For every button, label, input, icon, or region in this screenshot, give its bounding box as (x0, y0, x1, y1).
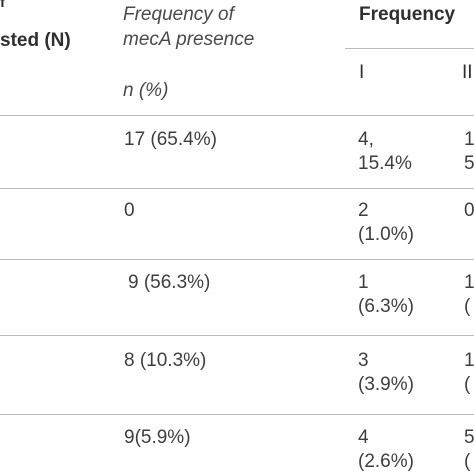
row1-I-line1: 4, (358, 129, 374, 150)
col-freq-mecA-header-line1: Frequency of (123, 4, 234, 25)
row4-mecA: 8 (10.3%) (124, 350, 207, 371)
row4-I-line2: (3.9%) (358, 374, 414, 395)
row4-II-line1: 1 (464, 350, 474, 371)
row5-mecA: 9(5.9%) (124, 427, 191, 448)
subcol-I-header: I (359, 62, 365, 83)
col-freq-mecA-header-line2: mecA presence (123, 29, 255, 50)
row2-I-line2: (1.0%) (358, 224, 414, 245)
row3-II-line1: 1 (464, 272, 474, 293)
row2-mecA: 0 (124, 200, 135, 221)
subcol-II-header: II (462, 62, 473, 83)
row1-mecA: 17 (65.4%) (124, 129, 217, 150)
row4-I-line1: 3 (358, 350, 369, 371)
row3-mecA: 9 (56.3%) (128, 272, 211, 293)
col-tested-header-line1: f (0, 0, 5, 11)
row2-II-line1: 0 (464, 200, 474, 221)
row3-I-line1: 1 (358, 272, 369, 293)
row1-I-line2: 15.4% (358, 153, 412, 174)
row4-rule (0, 414, 474, 415)
row3-I-line2: (6.3%) (358, 296, 414, 317)
row1-II-line1: 1 (464, 129, 474, 150)
row2-I-line1: 2 (358, 200, 369, 221)
col-freq-mecA-subheader: n (%) (123, 80, 169, 101)
row5-II-line1: 5 (464, 427, 474, 448)
row4-II-line2: ( (464, 374, 471, 395)
col-frequency-group-header: Frequency (359, 4, 456, 25)
row1-II-line2: 5 (464, 153, 474, 174)
row1-rule (0, 188, 474, 189)
row5-I-line1: 4 (358, 427, 369, 448)
row5-II-line2: ( (464, 451, 471, 472)
col-tested-header: sted (N) (0, 30, 71, 51)
row3-rule (0, 335, 474, 336)
header-rule (0, 115, 474, 116)
frequency-group-underline (345, 48, 474, 49)
row3-II-line2: ( (464, 296, 471, 317)
row2-rule (0, 259, 474, 260)
row5-I-line2: (2.6%) (358, 451, 414, 472)
